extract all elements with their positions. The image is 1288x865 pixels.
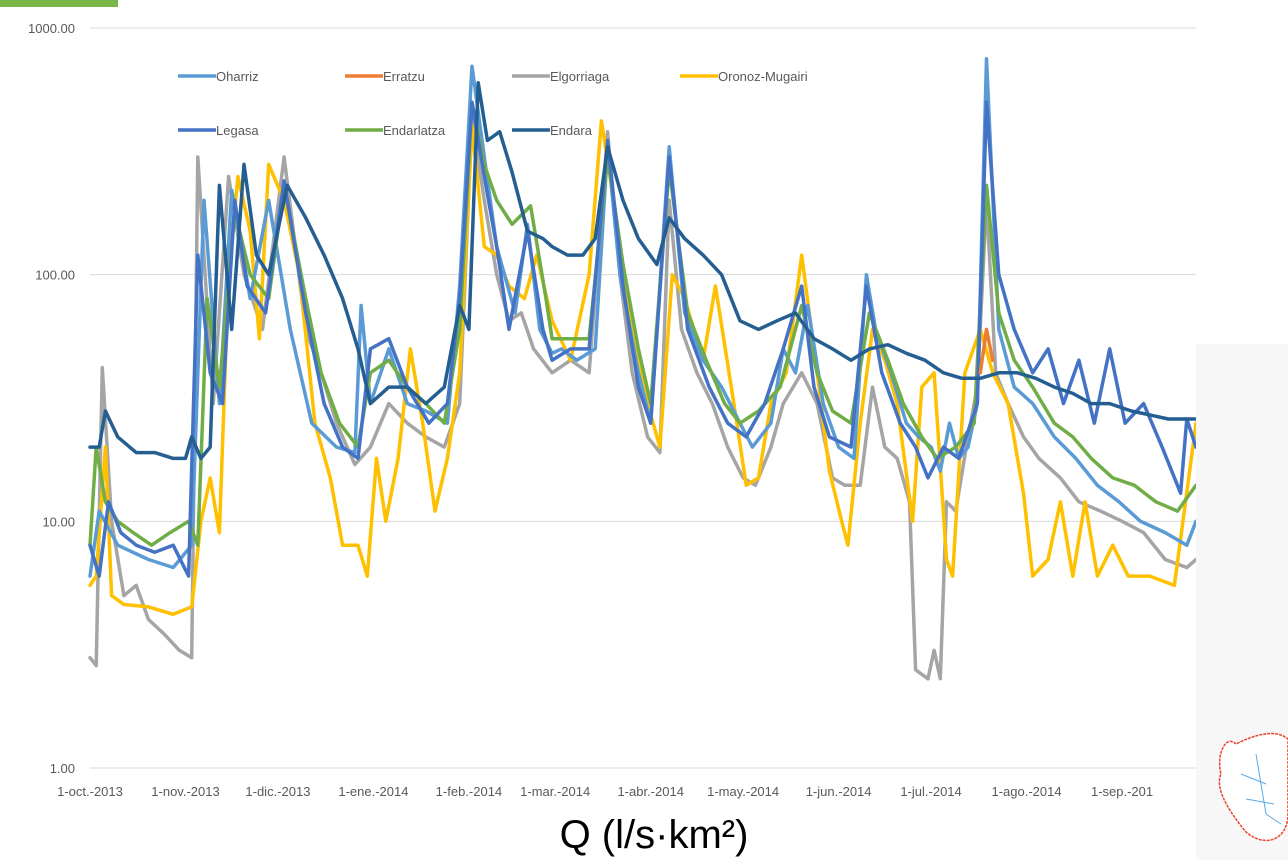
x-tick-label: 1-jun.-2014 xyxy=(806,784,872,799)
grid-lines xyxy=(90,27,1196,769)
legend-label: Elgorriaga xyxy=(550,69,610,84)
map-inset xyxy=(1196,344,1288,860)
x-tick-label: 1-ago.-2014 xyxy=(991,784,1061,799)
series-line-endara xyxy=(88,80,1198,461)
x-tick-label: 1-oct.-2013 xyxy=(57,784,123,799)
x-tick-label: 1-ene.-2014 xyxy=(338,784,408,799)
legend: Oharriz Erratzu Elgorriaga Oronoz-Mugairi Le… xyxy=(178,69,808,138)
legend-label: Oharriz xyxy=(216,69,259,84)
y-tick-label: 10.00 xyxy=(42,514,75,529)
x-tick-label: 1-jul.-2014 xyxy=(900,784,961,799)
series-line-legasa xyxy=(88,100,1198,578)
series-line-erratzu xyxy=(978,327,995,375)
x-tick-label: 1-may.-2014 xyxy=(707,784,779,799)
y-tick-label: 1.00 xyxy=(50,761,75,776)
y-axis-ticks: 1000.00 100.00 10.00 1.00 xyxy=(28,21,75,776)
x-axis-ticks: 1-oct.-2013 1-nov.-2013 1-dic.-2013 1-ene.-… xyxy=(57,784,1153,799)
legend-label: Endarlatza xyxy=(383,123,446,138)
legend-label: Erratzu xyxy=(383,69,425,84)
x-tick-label: 1-sep.-201 xyxy=(1091,784,1153,799)
series-lines xyxy=(88,57,1198,681)
x-axis-label: Q (l/s·km²) xyxy=(560,813,749,857)
legend-label: Oronoz-Mugairi xyxy=(718,69,808,84)
x-tick-label: 1-nov.-2013 xyxy=(151,784,219,799)
corner-accent xyxy=(0,0,118,7)
y-tick-label: 1000.00 xyxy=(28,21,75,36)
y-tick-label: 100.00 xyxy=(35,268,75,283)
legend-label: Endara xyxy=(550,123,593,138)
x-tick-label: 1-dic.-2013 xyxy=(245,784,310,799)
x-tick-label: 1-mar.-2014 xyxy=(520,784,590,799)
x-tick-label: 1-feb.-2014 xyxy=(436,784,503,799)
legend-label: Legasa xyxy=(216,123,259,138)
x-tick-label: 1-abr.-2014 xyxy=(617,784,684,799)
series-line-endarlatza xyxy=(88,100,1198,547)
river-basin-map-icon xyxy=(1218,732,1288,842)
